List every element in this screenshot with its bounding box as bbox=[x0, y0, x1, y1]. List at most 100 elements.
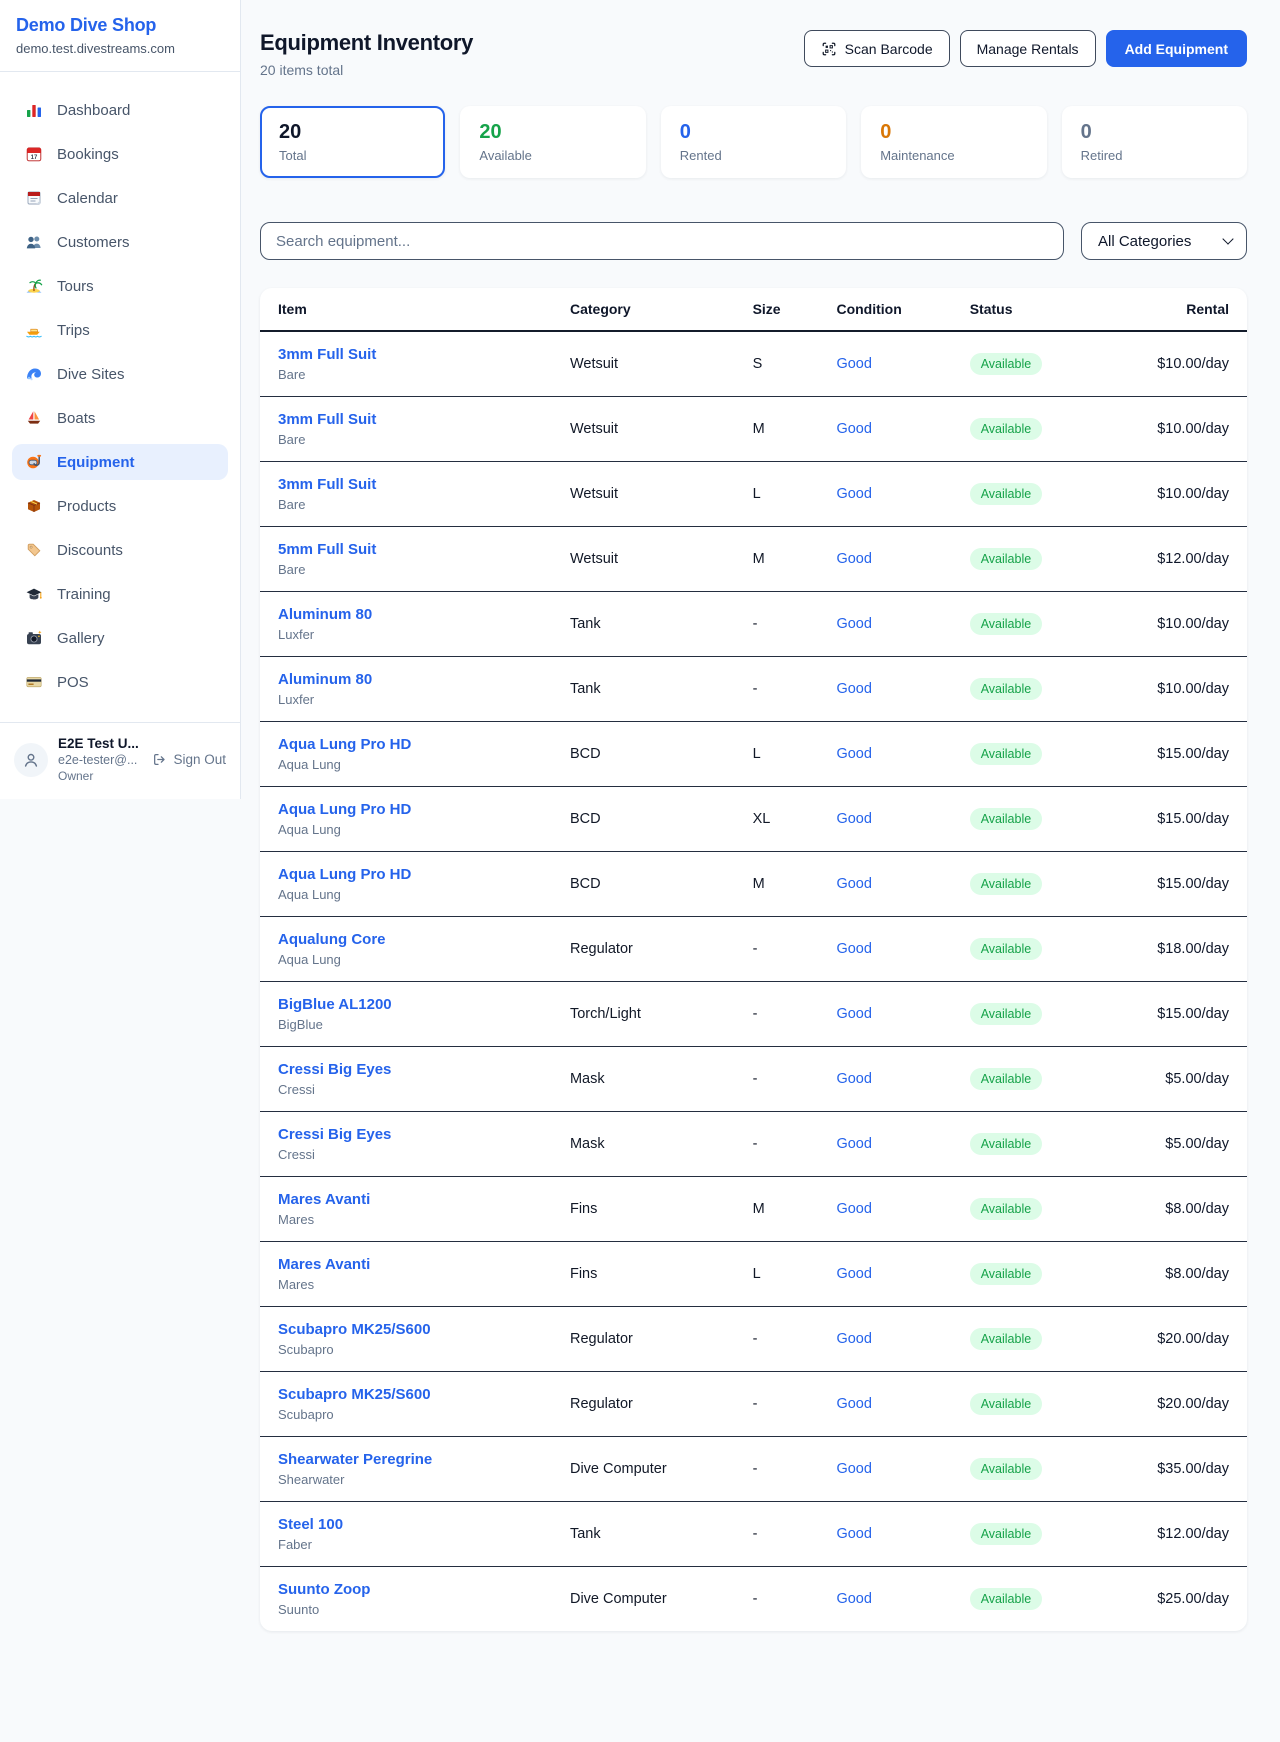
stat-card-retired[interactable]: 0 Retired bbox=[1061, 106, 1247, 178]
sidebar-item-discounts[interactable]: Discounts bbox=[12, 532, 228, 568]
item-name-link[interactable]: Suunto Zoop bbox=[278, 1581, 371, 1598]
sidebar-item-dive-sites[interactable]: Dive Sites bbox=[12, 356, 228, 392]
item-name-link[interactable]: Mares Avanti bbox=[278, 1191, 371, 1208]
item-name-link[interactable]: 3mm Full Suit bbox=[278, 346, 377, 363]
item-rental-rate: $12.00/day bbox=[1157, 1526, 1229, 1542]
category-select[interactable]: All Categories bbox=[1081, 222, 1247, 260]
table-row: Mares Avanti Mares Fins M Good Available… bbox=[260, 1176, 1247, 1242]
stat-card-maintenance[interactable]: 0 Maintenance bbox=[861, 106, 1047, 178]
tag-icon bbox=[24, 540, 44, 560]
item-condition-link[interactable]: Good bbox=[836, 1396, 872, 1412]
sidebar-item-tours[interactable]: Tours bbox=[12, 268, 228, 304]
item-condition-link[interactable]: Good bbox=[836, 421, 872, 437]
add-equipment-button[interactable]: Add Equipment bbox=[1105, 30, 1247, 67]
stat-card-total[interactable]: 20 Total bbox=[260, 106, 446, 178]
item-category: Wetsuit bbox=[569, 486, 619, 502]
table-row: Suunto Zoop Suunto Dive Computer - Good … bbox=[260, 1567, 1247, 1632]
item-name-link[interactable]: Cressi Big Eyes bbox=[278, 1061, 392, 1078]
item-name-link[interactable]: 3mm Full Suit bbox=[278, 476, 377, 493]
item-condition-link[interactable]: Good bbox=[836, 1266, 872, 1282]
item-condition-link[interactable]: Good bbox=[836, 1071, 872, 1087]
item-brand: Scubapro bbox=[278, 1407, 334, 1422]
sidebar-item-bookings[interactable]: 17 Bookings bbox=[12, 136, 228, 172]
item-condition-link[interactable]: Good bbox=[836, 1201, 872, 1217]
sidebar-item-gallery[interactable]: Gallery bbox=[12, 620, 228, 656]
item-name-link[interactable]: Aqua Lung Pro HD bbox=[278, 866, 412, 883]
stat-value: 0 bbox=[679, 121, 691, 143]
item-condition-link[interactable]: Good bbox=[836, 876, 872, 892]
stat-label: Rented bbox=[679, 148, 722, 163]
stat-card-available[interactable]: 20 Available bbox=[460, 106, 646, 178]
sidebar-item-label: POS bbox=[57, 673, 89, 691]
item-condition-link[interactable]: Good bbox=[836, 616, 872, 632]
item-condition-link[interactable]: Good bbox=[836, 941, 872, 957]
status-badge: Available bbox=[969, 418, 1043, 440]
item-condition-link[interactable]: Good bbox=[836, 746, 872, 762]
item-condition-link[interactable]: Good bbox=[836, 1461, 872, 1477]
item-name-link[interactable]: Aqua Lung Pro HD bbox=[278, 801, 412, 818]
brand-name[interactable]: Demo Dive Shop bbox=[16, 15, 157, 35]
sidebar-item-pos[interactable]: POS bbox=[12, 664, 228, 700]
sidebar-item-label: Dashboard bbox=[57, 101, 131, 119]
item-name-link[interactable]: Mares Avanti bbox=[278, 1256, 371, 1273]
item-condition-link[interactable]: Good bbox=[836, 551, 872, 567]
sidebar-item-calendar[interactable]: Calendar bbox=[12, 180, 228, 216]
item-size: L bbox=[752, 486, 761, 502]
scan-barcode-button[interactable]: Scan Barcode bbox=[803, 30, 950, 67]
item-name-link[interactable]: Aqualung Core bbox=[278, 931, 386, 948]
item-condition-link[interactable]: Good bbox=[836, 486, 872, 502]
status-badge: Available bbox=[969, 483, 1043, 505]
item-category: Fins bbox=[569, 1201, 598, 1217]
items-total-count: 20 items total bbox=[260, 62, 344, 78]
equipment-table-card: Item Category Size Condition Status Rental 3m… bbox=[260, 288, 1247, 1631]
item-name-link[interactable]: Aluminum 80 bbox=[278, 606, 373, 623]
item-name-link[interactable]: Aluminum 80 bbox=[278, 671, 373, 688]
item-size: - bbox=[752, 1006, 758, 1022]
item-name-link[interactable]: Aqua Lung Pro HD bbox=[278, 736, 412, 753]
item-condition-link[interactable]: Good bbox=[836, 1331, 872, 1347]
manage-rentals-button[interactable]: Manage Rentals bbox=[959, 30, 1096, 67]
item-condition-link[interactable]: Good bbox=[836, 1006, 872, 1022]
item-name-link[interactable]: Scubapro MK25/S600 bbox=[278, 1321, 431, 1338]
status-badge: Available bbox=[969, 1588, 1043, 1610]
item-name-link[interactable]: Cressi Big Eyes bbox=[278, 1126, 392, 1143]
sidebar-item-training[interactable]: Training bbox=[12, 576, 228, 612]
stat-card-rented[interactable]: 0 Rented bbox=[660, 106, 847, 178]
table-row: 3mm Full Suit Bare Wetsuit L Good Availa… bbox=[260, 461, 1247, 527]
item-brand: Shearwater bbox=[278, 1472, 345, 1487]
table-row: 5mm Full Suit Bare Wetsuit M Good Availa… bbox=[260, 526, 1247, 592]
sidebar-item-boats[interactable]: Boats bbox=[12, 400, 228, 436]
calendar-date-icon: 17 bbox=[24, 144, 44, 164]
table-row: Scubapro MK25/S600 Scubapro Regulator - … bbox=[260, 1306, 1247, 1372]
item-condition-link[interactable]: Good bbox=[836, 1591, 872, 1607]
item-name-link[interactable]: Shearwater Peregrine bbox=[278, 1451, 433, 1468]
item-category: Wetsuit bbox=[569, 421, 619, 437]
item-name-link[interactable]: 5mm Full Suit bbox=[278, 541, 377, 558]
status-badge: Available bbox=[969, 1328, 1043, 1350]
sidebar-item-equipment[interactable]: Equipment bbox=[12, 444, 228, 480]
item-condition-link[interactable]: Good bbox=[836, 1136, 872, 1152]
item-condition-link[interactable]: Good bbox=[836, 356, 872, 372]
motorboat-icon bbox=[24, 320, 44, 340]
sidebar-item-products[interactable]: Products bbox=[12, 488, 228, 524]
item-brand: Luxfer bbox=[278, 692, 315, 707]
add-equipment-label: Add Equipment bbox=[1124, 40, 1228, 57]
user-email: e2e-tester@... bbox=[58, 753, 138, 767]
sign-out-button[interactable]: Sign Out bbox=[152, 752, 226, 767]
item-name-link[interactable]: Steel 100 bbox=[278, 1516, 344, 1533]
item-condition-link[interactable]: Good bbox=[836, 811, 872, 827]
grad-cap-icon bbox=[24, 584, 44, 604]
sidebar-item-trips[interactable]: Trips bbox=[12, 312, 228, 348]
avatar bbox=[14, 742, 48, 777]
item-condition-link[interactable]: Good bbox=[836, 681, 872, 697]
item-condition-link[interactable]: Good bbox=[836, 1526, 872, 1542]
sidebar-item-customers[interactable]: Customers bbox=[12, 224, 228, 260]
item-name-link[interactable]: BigBlue AL1200 bbox=[278, 996, 392, 1013]
item-name-link[interactable]: Scubapro MK25/S600 bbox=[278, 1386, 431, 1403]
item-name-link[interactable]: 3mm Full Suit bbox=[278, 411, 377, 428]
item-rental-rate: $10.00/day bbox=[1157, 486, 1229, 502]
search-input[interactable] bbox=[260, 222, 1064, 260]
brand-header: Demo Dive Shop demo.test.divestreams.com bbox=[0, 0, 240, 72]
item-brand: Luxfer bbox=[278, 627, 315, 642]
sidebar-item-dashboard[interactable]: Dashboard bbox=[12, 92, 228, 128]
